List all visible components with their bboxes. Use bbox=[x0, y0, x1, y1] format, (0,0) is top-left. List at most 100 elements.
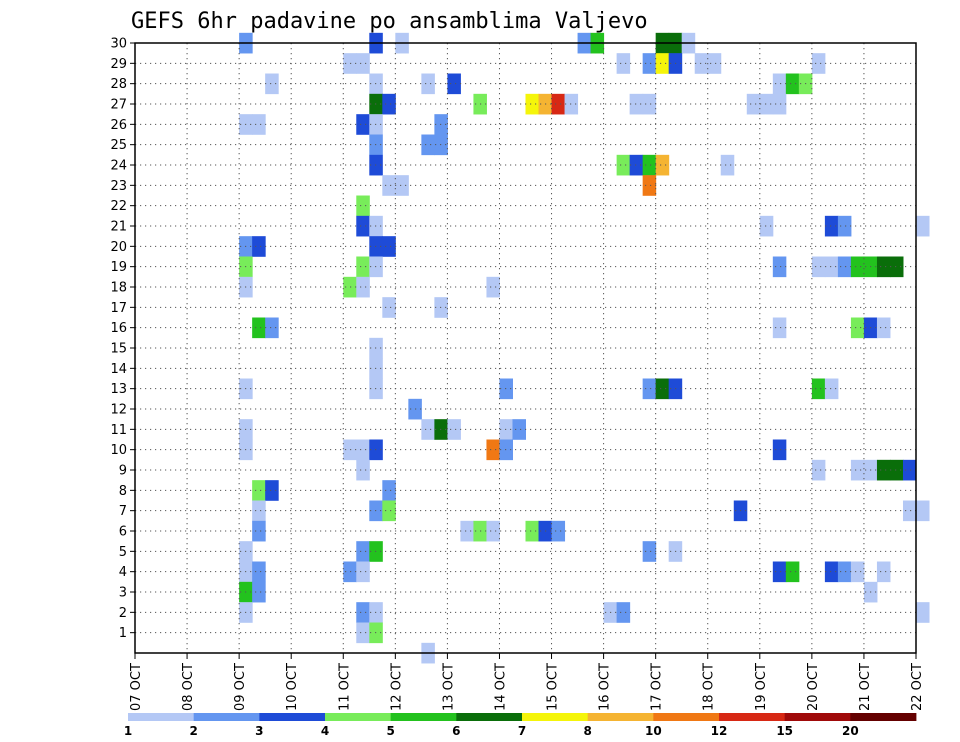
x-tick-label: 14 OCT bbox=[493, 663, 508, 711]
y-tick-label: 11 bbox=[110, 423, 127, 438]
x-tick-label: 12 OCT bbox=[389, 663, 404, 711]
heatmap-cell bbox=[356, 602, 370, 623]
heatmap-cell bbox=[356, 53, 370, 74]
heatmap-cell bbox=[850, 561, 865, 583]
heatmap-cell bbox=[785, 73, 800, 95]
heatmap-cell bbox=[902, 459, 917, 481]
heatmap-cell bbox=[642, 378, 657, 400]
grid-lines bbox=[135, 42, 916, 653]
colorbar-swatch bbox=[784, 713, 851, 721]
heatmap-cell bbox=[850, 317, 865, 339]
heatmap-cell bbox=[785, 561, 800, 583]
y-tick-label: 1 bbox=[119, 626, 127, 641]
y-tick-label: 18 bbox=[110, 281, 127, 296]
x-tick-label: 15 OCT bbox=[546, 663, 561, 711]
heatmap-cell bbox=[759, 215, 774, 237]
heatmap-cell bbox=[811, 256, 826, 278]
x-tick-label: 18 OCT bbox=[702, 663, 717, 711]
heatmap-cell bbox=[707, 53, 722, 74]
y-tick-label: 12 bbox=[110, 403, 127, 418]
heatmap-cell bbox=[824, 378, 839, 400]
x-tick-label: 20 OCT bbox=[806, 663, 821, 711]
heatmap-cell bbox=[916, 602, 930, 623]
heatmap-cell bbox=[356, 195, 370, 217]
heatmap-cell bbox=[512, 419, 526, 440]
colorbar-swatch bbox=[259, 713, 326, 721]
heatmap-cell bbox=[252, 236, 266, 257]
colorbar-swatch bbox=[587, 713, 654, 721]
heatmap-cell bbox=[356, 622, 370, 644]
heatmap-cell bbox=[525, 520, 540, 542]
y-tick-label: 3 bbox=[119, 586, 127, 601]
y-tick-label: 22 bbox=[110, 199, 127, 214]
heatmap-cell bbox=[525, 93, 540, 115]
heatmap-cell bbox=[642, 541, 657, 562]
heatmap-cell bbox=[421, 419, 435, 440]
colorbar-swatch bbox=[325, 713, 392, 721]
x-tick-label: 13 OCT bbox=[441, 663, 456, 711]
colorbar-swatch bbox=[653, 713, 720, 721]
heatmap-cell bbox=[551, 93, 566, 115]
heatmap-cell bbox=[265, 73, 279, 95]
y-tick-label: 5 bbox=[119, 545, 127, 560]
x-tick-label: 21 OCT bbox=[858, 663, 873, 711]
colorbar-label: 1 bbox=[124, 724, 132, 738]
heatmap-cell bbox=[772, 93, 787, 115]
heatmap-cell bbox=[772, 73, 787, 95]
y-tick-label: 8 bbox=[119, 484, 127, 499]
y-tick-label: 24 bbox=[110, 159, 127, 174]
heatmap-cell bbox=[252, 500, 266, 522]
colorbar: 1 2 3 4 5 6 7 8 10 12 15 20 bbox=[124, 713, 917, 738]
colorbar-swatch bbox=[456, 713, 523, 721]
x-tick-label: 17 OCT bbox=[650, 663, 665, 711]
y-tick-label: 27 bbox=[110, 98, 127, 113]
heatmap-cell bbox=[551, 520, 566, 542]
heatmap-cell bbox=[772, 256, 787, 278]
heatmap-cell bbox=[629, 154, 644, 176]
heatmap-cell bbox=[486, 439, 500, 461]
x-tick-label: 09 OCT bbox=[233, 663, 248, 711]
heatmap-cell bbox=[499, 378, 513, 400]
heatmap-cell bbox=[499, 439, 513, 461]
colorbar-swatch bbox=[522, 713, 589, 721]
y-tick-label: 13 bbox=[110, 382, 127, 397]
colorbar-label: 2 bbox=[189, 724, 197, 738]
heatmap-cell bbox=[642, 93, 657, 115]
heatmap-cell bbox=[382, 297, 396, 318]
heatmap-cell bbox=[499, 419, 513, 440]
heatmap-cell bbox=[252, 561, 266, 583]
y-axis-ticks: 1234567891011121314151617181920212223242… bbox=[110, 37, 135, 641]
heatmap-cell bbox=[564, 93, 579, 115]
heatmap-cell bbox=[824, 256, 839, 278]
y-tick-label: 10 bbox=[110, 443, 127, 458]
heatmap-cell bbox=[655, 154, 670, 176]
heatmap-cell bbox=[694, 53, 709, 74]
heatmap-cell bbox=[421, 134, 435, 156]
colorbar-swatch bbox=[390, 713, 457, 721]
colorbar-swatch bbox=[128, 713, 195, 721]
y-tick-label: 17 bbox=[110, 301, 127, 316]
heatmap-cell bbox=[421, 73, 435, 95]
colorbar-label: 7 bbox=[518, 724, 526, 738]
y-tick-label: 9 bbox=[119, 464, 127, 479]
colorbar-swatch bbox=[719, 713, 786, 721]
colorbar-label: 12 bbox=[711, 724, 728, 738]
y-tick-label: 6 bbox=[119, 525, 127, 540]
heatmap-cell bbox=[746, 93, 761, 115]
heatmap-cell bbox=[265, 317, 279, 339]
colorbar-label: 5 bbox=[386, 724, 394, 738]
heatmap-cell bbox=[356, 561, 370, 583]
heatmap-cell bbox=[916, 500, 930, 522]
heatmap-cell bbox=[616, 53, 631, 74]
heatmap-cell bbox=[382, 500, 396, 522]
x-tick-label: 08 OCT bbox=[181, 663, 196, 711]
y-tick-label: 29 bbox=[110, 57, 127, 72]
colorbar-label: 15 bbox=[776, 724, 793, 738]
colorbar-label: 10 bbox=[645, 724, 662, 738]
colorbar-label: 20 bbox=[842, 724, 859, 738]
y-tick-label: 26 bbox=[110, 118, 127, 133]
heatmap-cell bbox=[252, 520, 266, 542]
y-tick-label: 7 bbox=[119, 504, 127, 519]
heatmap-cell bbox=[486, 520, 500, 542]
